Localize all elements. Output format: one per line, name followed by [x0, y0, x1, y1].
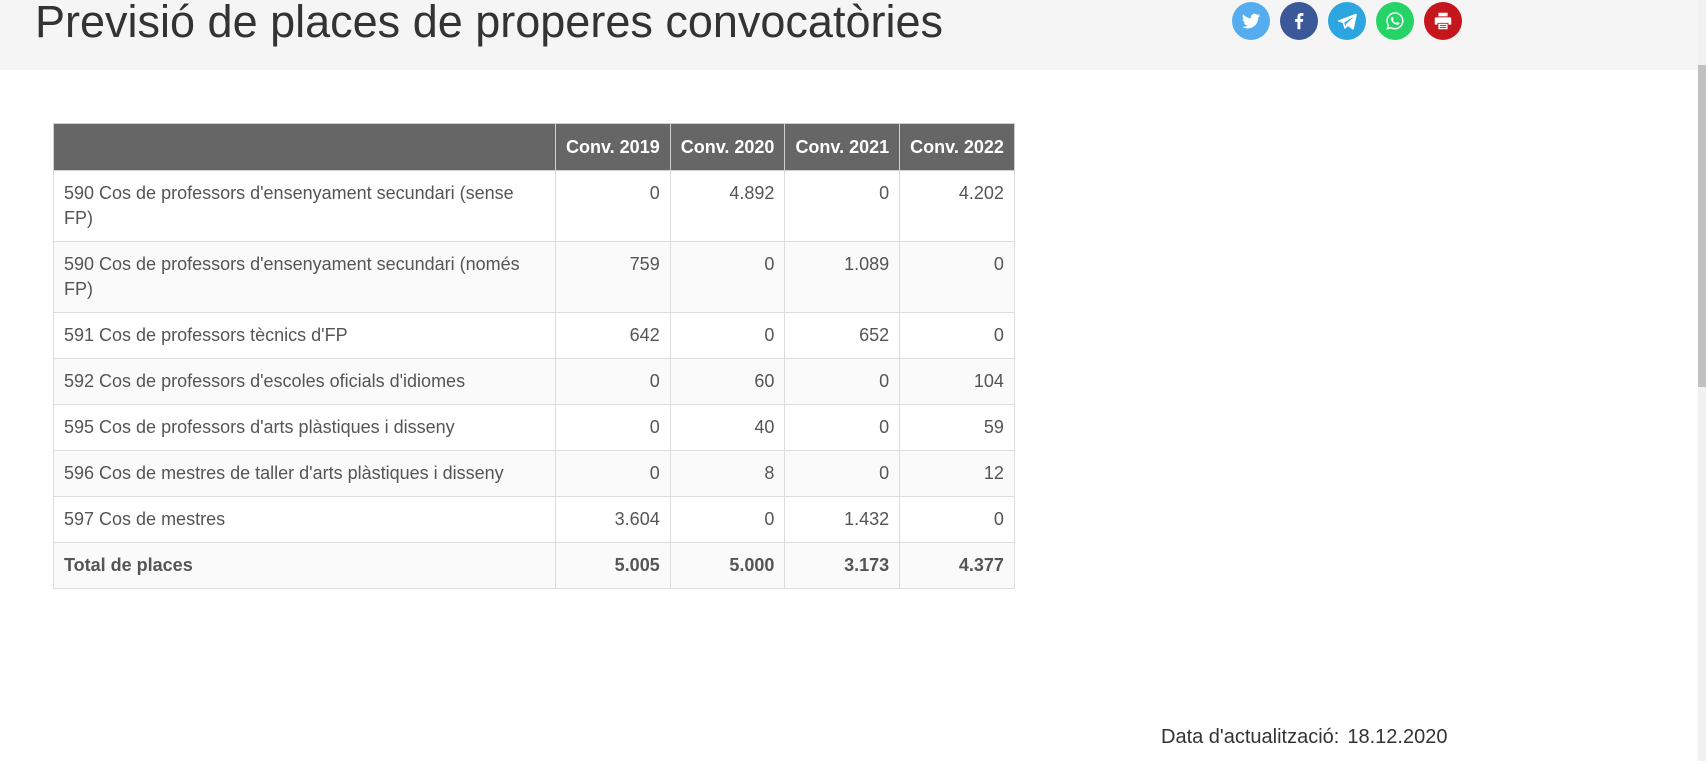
total-2021: 3.173	[784, 542, 901, 589]
cell-2021: 0	[784, 358, 901, 405]
update-date: Data d'actualització: 18.12.2020	[1161, 726, 1447, 749]
twitter-icon	[1241, 13, 1261, 29]
row-label: 597 Cos de mestres	[53, 496, 556, 543]
places-table: Conv. 2019 Conv. 2020 Conv. 2021 Conv. 2…	[53, 123, 1015, 589]
cell-2020: 60	[669, 358, 786, 405]
cell-2021: 0	[784, 170, 901, 242]
cell-2022: 12	[899, 450, 1015, 497]
page-scrollbar[interactable]	[1698, 0, 1706, 761]
table-row: 590 Cos de professors d'ensenyament secu…	[53, 241, 1015, 313]
row-label: 590 Cos de professors d'ensenyament secu…	[53, 170, 556, 242]
cell-2019: 0	[555, 404, 671, 451]
cell-2022: 0	[899, 312, 1015, 359]
row-label: 592 Cos de professors d'escoles oficials…	[53, 358, 556, 405]
table-header-2020: Conv. 2020	[669, 123, 786, 171]
cell-2019: 0	[555, 358, 671, 405]
cell-2021: 1.432	[784, 496, 901, 543]
update-date-label: Data d'actualització:	[1161, 726, 1340, 748]
cell-2021: 1.089	[784, 241, 901, 313]
cell-2022: 0	[899, 241, 1015, 313]
facebook-share-button[interactable]	[1280, 2, 1318, 40]
table-header-2021: Conv. 2021	[784, 123, 901, 171]
row-label: 591 Cos de professors tècnics d'FP	[53, 312, 556, 359]
page-header: Previsió de places de properes convocatò…	[0, 0, 1698, 70]
cell-2021: 0	[784, 450, 901, 497]
whatsapp-share-button[interactable]	[1376, 2, 1414, 40]
facebook-icon	[1294, 13, 1304, 30]
cell-2019: 759	[555, 241, 671, 313]
telegram-share-button[interactable]	[1328, 2, 1366, 40]
cell-2019: 3.604	[555, 496, 671, 543]
scrollbar-thumb[interactable]	[1698, 65, 1706, 387]
cell-2019: 0	[555, 170, 671, 242]
cell-2022: 59	[899, 404, 1015, 451]
table-row: 597 Cos de mestres 3.604 0 1.432 0	[53, 496, 1015, 543]
cell-2019: 642	[555, 312, 671, 359]
twitter-share-button[interactable]	[1232, 2, 1270, 40]
table-row: 590 Cos de professors d'ensenyament secu…	[53, 170, 1015, 242]
table-header-2019: Conv. 2019	[555, 123, 671, 171]
table-total-row: Total de places 5.005 5.000 3.173 4.377	[53, 542, 1015, 589]
row-label: 590 Cos de professors d'ensenyament secu…	[53, 241, 556, 313]
table-row: 596 Cos de mestres de taller d'arts plàs…	[53, 450, 1015, 497]
table-row: 592 Cos de professors d'escoles oficials…	[53, 358, 1015, 405]
total-label: Total de places	[53, 542, 556, 589]
cell-2020: 8	[669, 450, 786, 497]
telegram-icon	[1337, 13, 1357, 30]
total-2020: 5.000	[669, 542, 786, 589]
cell-2022: 4.202	[899, 170, 1015, 242]
cell-2020: 4.892	[669, 170, 786, 242]
total-2022: 4.377	[899, 542, 1015, 589]
update-date-value: 18.12.2020	[1347, 726, 1448, 748]
cell-2022: 0	[899, 496, 1015, 543]
table-row: 595 Cos de professors d'arts plàstiques …	[53, 404, 1015, 451]
cell-2019: 0	[555, 450, 671, 497]
cell-2020: 0	[669, 496, 786, 543]
cell-2022: 104	[899, 358, 1015, 405]
cell-2021: 652	[784, 312, 901, 359]
places-table-container: Conv. 2019 Conv. 2020 Conv. 2021 Conv. 2…	[53, 123, 1015, 589]
print-button[interactable]	[1424, 2, 1462, 40]
row-label: 595 Cos de professors d'arts plàstiques …	[53, 404, 556, 451]
whatsapp-icon	[1386, 12, 1404, 30]
page-title: Previsió de places de properes convocatò…	[35, 0, 943, 47]
total-2019: 5.005	[555, 542, 671, 589]
row-label: 596 Cos de mestres de taller d'arts plàs…	[53, 450, 556, 497]
table-header-empty	[53, 123, 556, 171]
share-bar	[1232, 2, 1462, 40]
cell-2020: 40	[669, 404, 786, 451]
table-row: 591 Cos de professors tècnics d'FP 642 0…	[53, 312, 1015, 359]
cell-2020: 0	[669, 312, 786, 359]
cell-2021: 0	[784, 404, 901, 451]
print-icon	[1434, 12, 1452, 30]
table-header-row: Conv. 2019 Conv. 2020 Conv. 2021 Conv. 2…	[53, 123, 1015, 171]
cell-2020: 0	[669, 241, 786, 313]
table-header-2022: Conv. 2022	[899, 123, 1015, 171]
